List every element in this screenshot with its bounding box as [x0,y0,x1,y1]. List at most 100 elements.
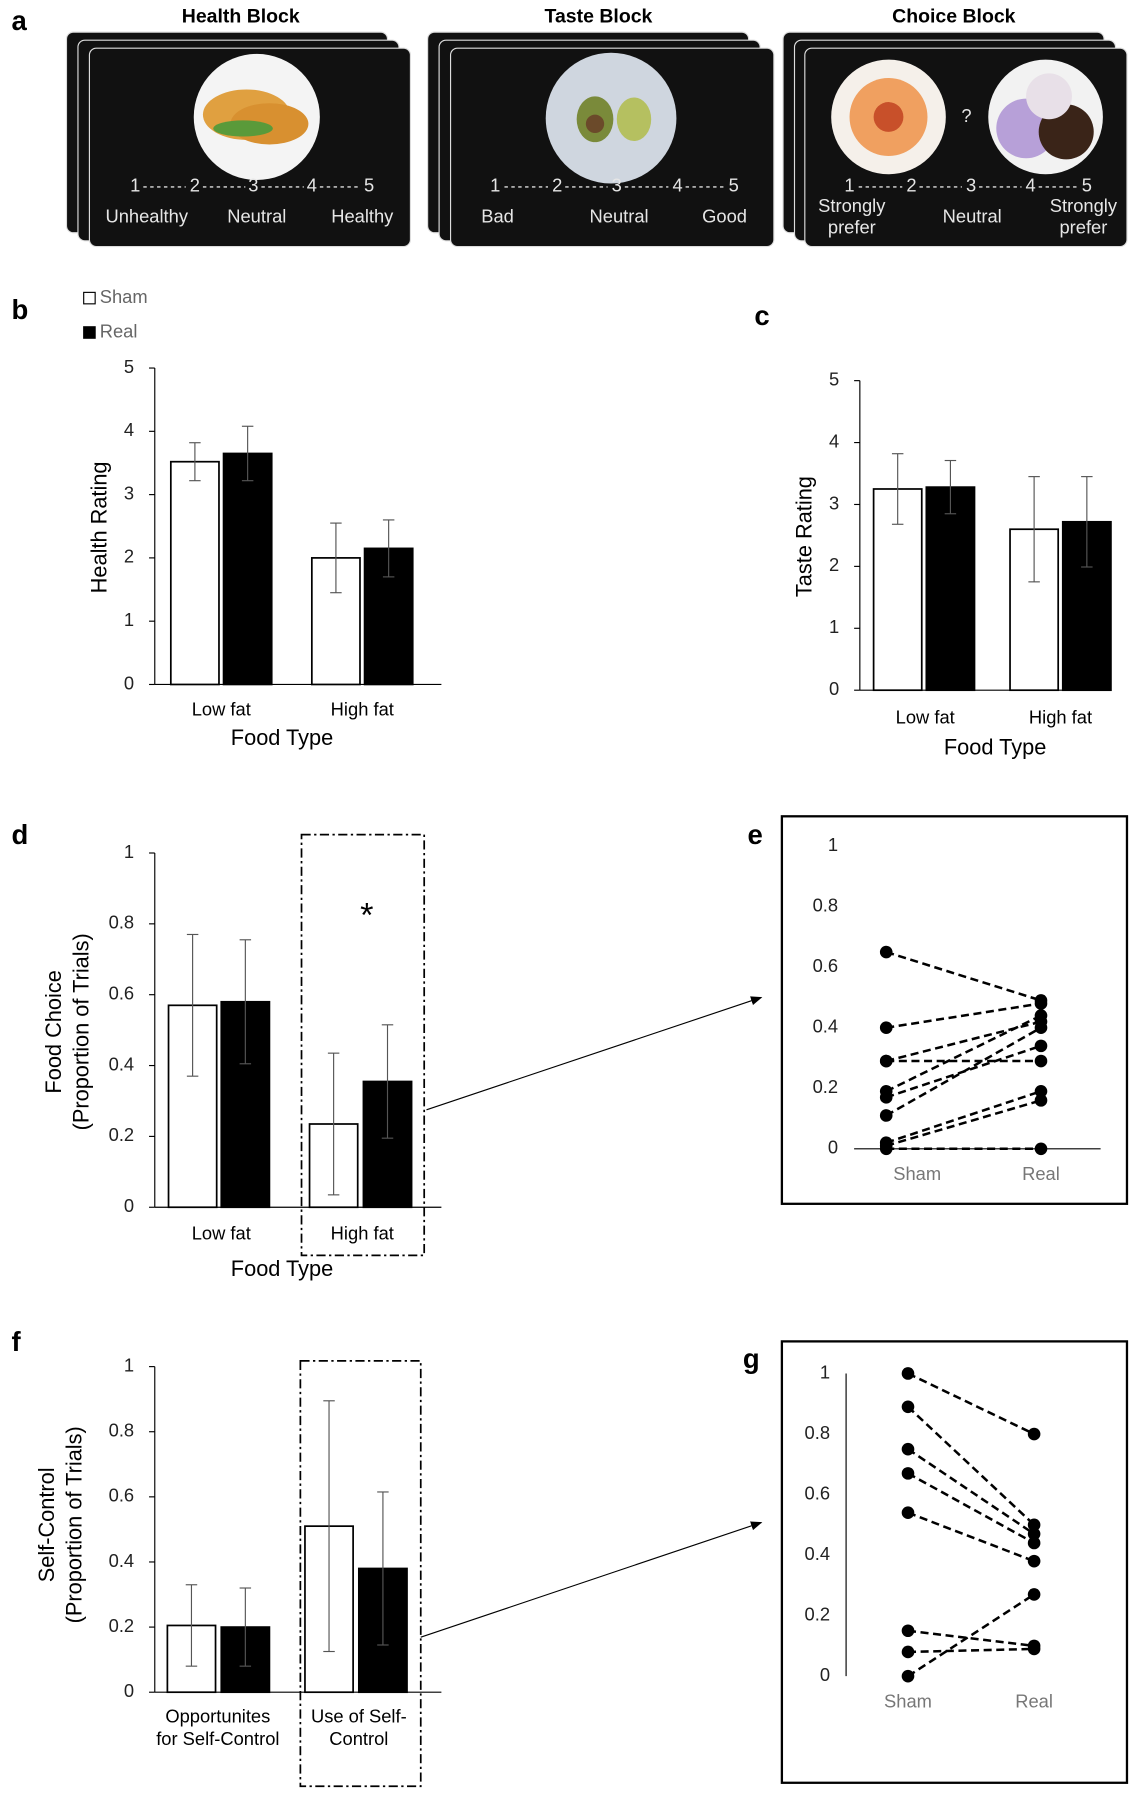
y-tick-label: 0.6 [805,1482,830,1503]
scale-label: Unhealthy [105,206,188,227]
scale-label: Neutral [943,206,1002,227]
question-mark: ? [961,105,971,126]
scale-label: Strongly [818,195,886,216]
pair-line [907,1472,1035,1545]
pair-line [885,1014,1042,1093]
pair-line [885,950,1042,1002]
scale-label: Neutral [227,206,286,227]
y-tick-label: 0.8 [813,894,838,915]
point [879,1142,893,1156]
bar [222,452,273,686]
y-axis-title: Taste Rating [792,476,817,597]
arrows [420,996,763,1638]
y-tick-label: 0.2 [805,1603,830,1624]
x-tick-label: Sham [884,1690,932,1711]
y-tick-label: 0.8 [109,1420,134,1441]
x-axis-label: Food Type [231,1256,333,1281]
pair-line [907,1405,1035,1526]
y-tick-label: 0.6 [109,983,134,1004]
point [879,1109,893,1122]
pair-line [885,1090,1042,1144]
legend-swatch [83,291,96,305]
y-tick-label: 0.4 [109,1550,134,1571]
y-axis-label: Food Choice [41,970,66,1093]
y-tick-label: 1 [820,1361,830,1382]
point [1027,1518,1041,1532]
x-tick-label: Opportunites [165,1705,270,1726]
y-tick-label: 0.4 [109,1053,134,1074]
x-tick-label: Control [329,1728,388,1749]
scale-number: 1 [130,175,140,196]
y-tick-label: 3 [124,482,134,503]
frames [299,815,1129,1788]
point [1034,1039,1048,1053]
point [1027,1642,1041,1656]
point [1027,1554,1041,1568]
y-tick-label: 1 [124,841,134,862]
legend-swatch [83,326,96,339]
screens [65,31,1128,248]
point [1034,1084,1048,1098]
pair-line [907,1629,1035,1648]
scale-label: Healthy [331,206,394,227]
panel-label: g [743,1343,760,1374]
scale-label: Good [702,206,747,227]
x-tick-label: High fat [331,1223,394,1244]
block-title: Health Block [182,5,300,27]
y-tick-label: 0.4 [813,1016,838,1037]
y-tick-label: 5 [124,356,134,377]
panel-label: f [11,1326,21,1357]
scale-number: 2 [190,175,200,196]
scale-number: 2 [906,175,916,196]
y-tick-label: 0.4 [805,1543,830,1564]
pair-line [885,1099,1042,1147]
panel-label: b [11,294,28,325]
x-tick-label: High fat [1029,707,1092,728]
scale-number: 4 [672,175,682,196]
y-tick-label: 4 [829,430,839,451]
pair-line [907,1372,1035,1436]
point [901,1624,915,1638]
x-tick-label: Low fat [192,699,251,720]
scale-label: prefer [828,217,876,238]
pair-line [907,1511,1035,1563]
point [901,1467,915,1480]
x-tick-label: Use of Self- [311,1705,407,1726]
x-tick-label: Low fat [896,707,955,728]
y-tick-label: 0.2 [109,1124,134,1145]
point [1027,1536,1041,1550]
pair-line [907,1647,1035,1654]
scale-number: 3 [966,175,976,196]
y-tick-label: 1 [124,609,134,630]
x-tick-label: for Self-Control [156,1728,279,1749]
scale-number: 5 [1082,175,1092,196]
y-axis-title: Self-Control (Proportion of Trials) [34,1426,87,1623]
x-tick-label: High fat [331,699,394,720]
scale-number: 3 [248,175,258,196]
y-axis-label: Health Rating [87,461,112,593]
pair-line [886,1002,1042,1029]
annotation: * [360,896,373,934]
point [1034,1021,1048,1035]
y-axis-label: Self-Control [34,1467,59,1582]
y-tick-label: 1 [829,616,839,637]
panel-label: c [754,300,769,331]
block-title: Choice Block [892,5,1016,27]
pair-line [907,1448,1035,1535]
scale-label: prefer [1059,217,1107,238]
block-title: Taste Block [545,5,653,27]
y-tick-label: 0 [820,1664,830,1685]
bar [925,486,976,692]
point [1034,1054,1048,1068]
y-tick-label: 0 [124,1195,134,1216]
x-axis-label: Food Type [231,725,333,750]
x-tick-label: Low fat [192,1223,251,1244]
point [901,1669,915,1683]
scale-number: 5 [364,175,374,196]
y-tick-label: 2 [124,546,134,567]
x-tick-label: Real [1015,1690,1053,1711]
scale-number: 4 [307,175,317,196]
bar [169,460,220,686]
y-tick-label: 5 [829,368,839,389]
